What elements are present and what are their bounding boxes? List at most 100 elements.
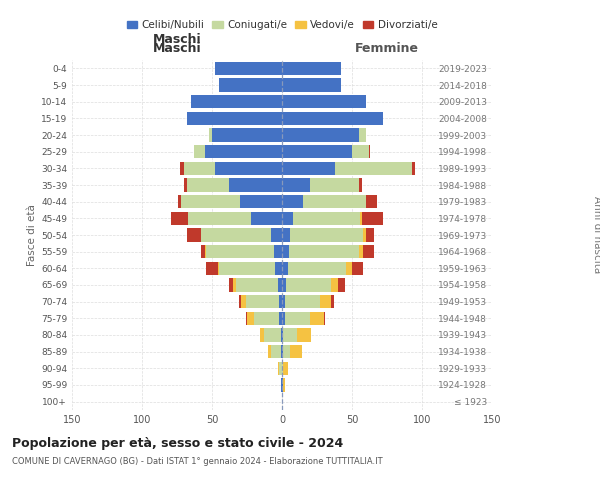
Bar <box>278 362 279 375</box>
Text: Anni di nascita: Anni di nascita <box>592 196 600 274</box>
Bar <box>282 195 303 208</box>
Text: Popolazione per età, sesso e stato civile - 2024: Popolazione per età, sesso e stato civil… <box>12 438 343 450</box>
Bar <box>331 278 338 291</box>
Bar <box>181 195 240 208</box>
Bar <box>282 78 341 92</box>
Bar <box>361 212 362 225</box>
Bar <box>282 262 287 275</box>
Bar <box>366 195 377 208</box>
Text: Maschi: Maschi <box>152 42 202 55</box>
Bar <box>283 345 290 358</box>
Y-axis label: Fasce di età: Fasce di età <box>27 204 37 266</box>
Bar <box>283 362 287 375</box>
Bar <box>236 278 278 291</box>
Bar <box>282 145 352 158</box>
Bar <box>363 245 374 258</box>
Bar <box>187 178 229 192</box>
Bar <box>172 212 188 225</box>
Text: COMUNE DI CAVERNAGO (BG) - Dati ISTAT 1° gennaio 2024 - Elaborazione TUTTITALIA.: COMUNE DI CAVERNAGO (BG) - Dati ISTAT 1°… <box>12 457 383 466</box>
Bar <box>366 228 374 241</box>
Bar <box>359 178 362 192</box>
Bar <box>279 312 282 325</box>
Bar <box>178 195 181 208</box>
Bar <box>274 245 282 258</box>
Bar <box>282 112 383 125</box>
Bar <box>363 228 366 241</box>
Bar <box>282 228 290 241</box>
Bar <box>290 345 302 358</box>
Bar <box>194 145 205 158</box>
Bar <box>282 362 283 375</box>
Bar <box>369 145 370 158</box>
Bar <box>239 295 241 308</box>
Bar <box>245 295 279 308</box>
Bar <box>240 195 282 208</box>
Bar <box>201 245 205 258</box>
Bar <box>281 378 282 392</box>
Bar <box>287 262 346 275</box>
Bar <box>247 312 254 325</box>
Bar <box>184 162 215 175</box>
Bar <box>260 328 264 342</box>
Bar <box>338 278 345 291</box>
Text: Femmine: Femmine <box>355 42 419 55</box>
Bar <box>282 328 283 342</box>
Bar <box>320 295 331 308</box>
Bar <box>180 162 184 175</box>
Bar <box>188 212 251 225</box>
Bar <box>359 245 363 258</box>
Bar <box>324 312 325 325</box>
Bar <box>219 262 275 275</box>
Bar <box>412 162 415 175</box>
Bar <box>241 295 245 308</box>
Bar <box>289 245 359 258</box>
Bar <box>187 228 201 241</box>
Bar <box>219 78 282 92</box>
Bar <box>264 328 281 342</box>
Bar <box>206 262 218 275</box>
Bar <box>268 345 271 358</box>
Bar <box>282 295 285 308</box>
Bar <box>245 312 247 325</box>
Bar <box>285 295 320 308</box>
Bar <box>282 62 341 75</box>
Bar <box>254 312 279 325</box>
Bar <box>283 328 298 342</box>
Bar <box>205 145 282 158</box>
Bar <box>310 178 359 192</box>
Bar <box>283 378 285 392</box>
Bar <box>298 328 311 342</box>
Bar <box>282 162 335 175</box>
Bar <box>290 228 363 241</box>
Bar <box>303 195 366 208</box>
Bar <box>359 128 366 141</box>
Bar <box>346 262 352 275</box>
Bar <box>352 262 363 275</box>
Bar <box>331 295 334 308</box>
Bar <box>184 178 187 192</box>
Bar <box>271 345 281 358</box>
Bar <box>282 212 293 225</box>
Bar <box>278 278 282 291</box>
Bar <box>293 212 361 225</box>
Bar <box>282 378 283 392</box>
Bar <box>201 228 271 241</box>
Bar <box>191 95 282 108</box>
Legend: Celibi/Nubili, Coniugati/e, Vedovi/e, Divorziati/e: Celibi/Nubili, Coniugati/e, Vedovi/e, Di… <box>122 16 442 34</box>
Bar <box>187 112 282 125</box>
Bar <box>282 178 310 192</box>
Bar <box>282 128 359 141</box>
Bar <box>229 178 282 192</box>
Bar <box>271 228 282 241</box>
Bar <box>212 128 282 141</box>
Bar <box>352 145 369 158</box>
Bar <box>275 262 282 275</box>
Bar <box>279 295 282 308</box>
Bar <box>215 162 282 175</box>
Bar <box>233 278 236 291</box>
Bar <box>205 245 206 258</box>
Bar <box>282 345 283 358</box>
Bar <box>310 312 324 325</box>
Bar <box>282 312 285 325</box>
Text: Maschi: Maschi <box>152 33 202 46</box>
